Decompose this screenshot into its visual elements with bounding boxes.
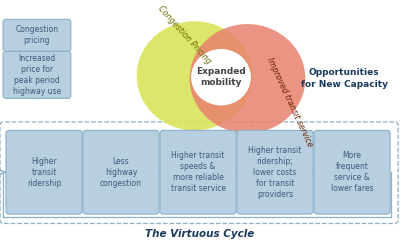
Text: Increased
price for
peak period
highway use: Increased price for peak period highway …	[13, 54, 61, 96]
Text: Congestion Pricing: Congestion Pricing	[156, 4, 213, 65]
FancyBboxPatch shape	[6, 130, 82, 214]
FancyBboxPatch shape	[314, 130, 390, 214]
Text: Higher transit
speeds &
more reliable
transit service: Higher transit speeds & more reliable tr…	[170, 151, 226, 193]
Circle shape	[190, 24, 305, 133]
Text: Higher
transit
ridership: Higher transit ridership	[27, 157, 61, 188]
FancyBboxPatch shape	[160, 130, 236, 214]
Text: Expanded
mobility: Expanded mobility	[196, 67, 246, 87]
FancyBboxPatch shape	[3, 19, 71, 51]
FancyBboxPatch shape	[83, 130, 159, 214]
Text: More
frequent
service &
lower fares: More frequent service & lower fares	[331, 151, 374, 193]
Text: The Virtuous Cycle: The Virtuous Cycle	[145, 229, 254, 240]
Text: Higher transit
ridership;
lower costs
for transit
providers: Higher transit ridership; lower costs fo…	[248, 145, 302, 199]
Text: Congestion
pricing: Congestion pricing	[15, 25, 58, 45]
Circle shape	[191, 49, 251, 105]
FancyBboxPatch shape	[3, 51, 71, 98]
Circle shape	[137, 21, 252, 130]
Text: Opportunities
for New Capacity: Opportunities for New Capacity	[301, 68, 388, 89]
Text: Improved transit service: Improved transit service	[265, 56, 314, 148]
Text: Less
highway
congestion: Less highway congestion	[100, 157, 142, 188]
FancyBboxPatch shape	[237, 130, 313, 214]
